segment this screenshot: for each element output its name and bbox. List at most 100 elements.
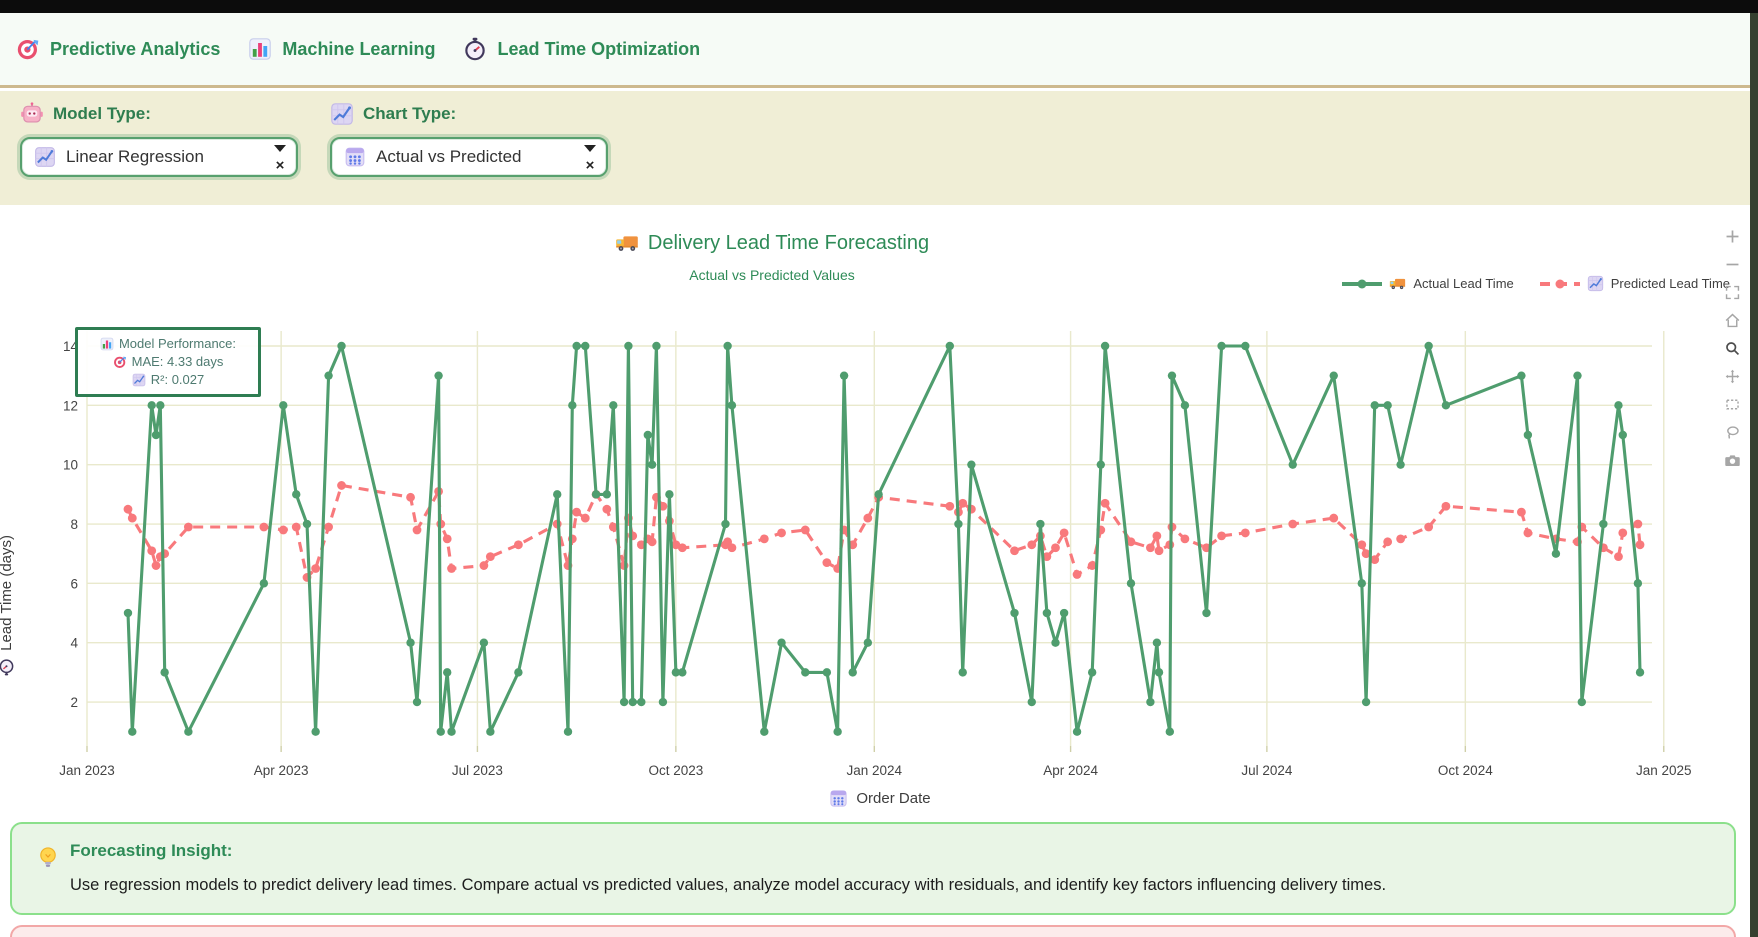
predicted-data-point[interactable] bbox=[1361, 549, 1371, 559]
legend-item-predicted[interactable]: Predicted Lead Time bbox=[1539, 275, 1730, 292]
predicted-data-point[interactable] bbox=[1517, 507, 1526, 517]
actual-data-point[interactable] bbox=[643, 430, 653, 440]
predicted-data-point[interactable] bbox=[1042, 552, 1052, 562]
zoom-out-icon[interactable] bbox=[1720, 253, 1744, 275]
zoom-in-icon[interactable] bbox=[1720, 225, 1744, 247]
actual-data-point[interactable] bbox=[128, 727, 137, 736]
predicted-data-point[interactable] bbox=[1329, 513, 1339, 523]
predicted-data-point[interactable] bbox=[777, 528, 786, 538]
actual-data-point[interactable] bbox=[563, 727, 573, 736]
actual-data-point[interactable] bbox=[760, 727, 769, 736]
actual-data-point[interactable] bbox=[1100, 341, 1110, 351]
predicted-data-point[interactable] bbox=[1152, 531, 1162, 541]
actual-data-point[interactable] bbox=[302, 519, 312, 529]
actual-data-point[interactable] bbox=[1241, 341, 1250, 351]
actual-data-point[interactable] bbox=[443, 668, 452, 677]
predicted-data-point[interactable] bbox=[127, 513, 137, 523]
zoom-icon[interactable] bbox=[1720, 337, 1744, 359]
predicted-data-point[interactable] bbox=[147, 546, 157, 556]
lasso-icon[interactable] bbox=[1720, 421, 1744, 443]
predicted-data-point[interactable] bbox=[183, 522, 193, 532]
model-type-select[interactable]: Linear Regression × bbox=[20, 137, 298, 177]
actual-data-point[interactable] bbox=[1424, 341, 1433, 351]
actual-data-point[interactable] bbox=[1042, 608, 1052, 618]
actual-data-point[interactable] bbox=[1010, 608, 1019, 618]
predicted-data-point[interactable] bbox=[945, 501, 955, 511]
predicted-data-point[interactable] bbox=[123, 504, 133, 514]
actual-data-point[interactable] bbox=[1027, 697, 1036, 707]
predicted-data-point[interactable] bbox=[1059, 528, 1069, 538]
actual-data-point[interactable] bbox=[1361, 697, 1371, 707]
predicted-data-point[interactable] bbox=[608, 522, 618, 532]
predicted-data-point[interactable] bbox=[1126, 537, 1136, 547]
actual-data-point[interactable] bbox=[479, 638, 489, 647]
actual-data-point[interactable] bbox=[1573, 371, 1582, 380]
predicted-data-point[interactable] bbox=[1357, 540, 1367, 550]
clear-icon[interactable]: × bbox=[585, 157, 595, 174]
actual-data-point[interactable] bbox=[447, 727, 456, 736]
actual-data-point[interactable] bbox=[292, 490, 301, 499]
actual-data-point[interactable] bbox=[652, 341, 661, 351]
predicted-data-point[interactable] bbox=[572, 507, 582, 517]
actual-data-point[interactable] bbox=[1635, 668, 1645, 677]
actual-data-point[interactable] bbox=[1618, 430, 1627, 440]
actual-data-point[interactable] bbox=[337, 341, 346, 351]
actual-data-point[interactable] bbox=[553, 490, 562, 499]
actual-data-point[interactable] bbox=[839, 371, 849, 380]
actual-data-point[interactable] bbox=[1288, 460, 1297, 469]
actual-data-point[interactable] bbox=[671, 668, 681, 677]
predicted-data-point[interactable] bbox=[1633, 519, 1643, 529]
actual-data-point[interactable] bbox=[324, 371, 333, 380]
predicted-data-point[interactable] bbox=[677, 543, 687, 553]
nav-item-lead-time-optimization[interactable]: Lead Time Optimization bbox=[463, 37, 700, 61]
actual-data-point[interactable] bbox=[1577, 697, 1587, 707]
actual-data-point[interactable] bbox=[1126, 579, 1136, 588]
actual-data-point[interactable] bbox=[1370, 401, 1379, 410]
actual-data-point[interactable] bbox=[591, 490, 601, 499]
actual-data-point[interactable] bbox=[658, 697, 668, 707]
clear-icon[interactable]: × bbox=[275, 157, 285, 174]
actual-data-point[interactable] bbox=[581, 341, 590, 351]
camera-icon[interactable] bbox=[1720, 449, 1744, 471]
predicted-data-point[interactable] bbox=[412, 525, 422, 535]
predicted-data-point[interactable] bbox=[1635, 540, 1645, 550]
actual-data-point[interactable] bbox=[723, 341, 732, 351]
actual-data-point[interactable] bbox=[967, 460, 976, 469]
actual-data-point[interactable] bbox=[1146, 697, 1155, 707]
predicted-data-point[interactable] bbox=[647, 537, 657, 547]
predicted-data-point[interactable] bbox=[1100, 498, 1110, 508]
actual-data-point[interactable] bbox=[1217, 341, 1226, 351]
actual-data-point[interactable] bbox=[436, 727, 445, 736]
predicted-data-point[interactable] bbox=[278, 525, 288, 535]
actual-data-point[interactable] bbox=[1167, 371, 1177, 380]
actual-data-point[interactable] bbox=[572, 341, 581, 351]
actual-data-point[interactable] bbox=[1165, 727, 1175, 736]
dropdown-caret-icon[interactable] bbox=[274, 145, 286, 152]
actual-data-point[interactable] bbox=[1087, 668, 1097, 677]
plot-area[interactable]: 2 4 6 8 10 12 14 Jan 2023 Apr 2023 Jul 2023 Oct 20… bbox=[0, 205, 1758, 822]
actual-data-point[interactable] bbox=[514, 668, 523, 677]
actual-data-point[interactable] bbox=[1036, 519, 1045, 529]
actual-data-point[interactable] bbox=[151, 430, 161, 440]
predicted-data-point[interactable] bbox=[1010, 546, 1019, 556]
predicted-data-point[interactable] bbox=[337, 481, 346, 490]
actual-data-point[interactable] bbox=[619, 697, 629, 707]
actual-data-point[interactable] bbox=[727, 401, 737, 410]
predicted-data-point[interactable] bbox=[447, 564, 456, 573]
actual-data-point[interactable] bbox=[1441, 401, 1451, 410]
actual-data-point[interactable] bbox=[848, 668, 857, 677]
predicted-data-point[interactable] bbox=[311, 564, 321, 573]
predicted-data-point[interactable] bbox=[1396, 534, 1406, 544]
actual-data-point[interactable] bbox=[1072, 727, 1082, 736]
actual-data-point[interactable] bbox=[665, 490, 674, 499]
actual-data-point[interactable] bbox=[1059, 608, 1069, 618]
actual-data-point[interactable] bbox=[863, 638, 873, 647]
actual-data-point[interactable] bbox=[1180, 401, 1190, 410]
actual-data-point[interactable] bbox=[637, 697, 646, 707]
predicted-data-point[interactable] bbox=[442, 534, 452, 544]
predicted-data-point[interactable] bbox=[151, 561, 161, 570]
actual-data-point[interactable] bbox=[1329, 371, 1338, 380]
actual-data-point[interactable] bbox=[486, 727, 495, 736]
dropdown-caret-icon[interactable] bbox=[584, 145, 596, 152]
predicted-data-point[interactable] bbox=[1027, 540, 1037, 550]
